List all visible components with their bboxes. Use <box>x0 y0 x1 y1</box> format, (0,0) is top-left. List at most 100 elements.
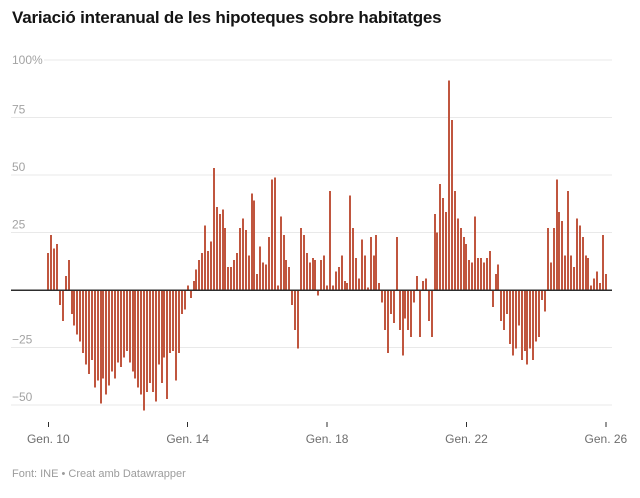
bar <box>312 257 314 290</box>
bar <box>117 291 119 363</box>
bar <box>515 291 517 349</box>
bar <box>358 278 360 290</box>
bar <box>65 276 67 290</box>
bar <box>573 267 575 290</box>
bar <box>245 230 247 290</box>
bar <box>227 267 229 290</box>
bar <box>477 257 479 290</box>
bar <box>526 291 528 365</box>
bar <box>355 257 357 290</box>
bar <box>402 291 404 356</box>
bar <box>596 271 598 290</box>
bar <box>495 273 497 290</box>
bar <box>556 179 558 290</box>
bar <box>230 267 232 290</box>
bar <box>268 237 270 290</box>
bar <box>346 283 348 290</box>
bar <box>108 291 110 386</box>
bar <box>445 211 447 290</box>
bar <box>471 262 473 290</box>
bar <box>553 227 555 290</box>
bar <box>463 237 465 290</box>
bar <box>85 291 87 365</box>
bar <box>434 214 436 290</box>
bar <box>364 255 366 290</box>
bar <box>535 291 537 342</box>
x-axis-label: Gen. 26 <box>585 432 628 446</box>
bar <box>425 278 427 290</box>
bar <box>105 291 107 395</box>
bar <box>428 291 430 321</box>
bar <box>300 227 302 290</box>
bar <box>76 291 78 335</box>
bar <box>570 255 572 290</box>
bar <box>329 191 331 290</box>
bar <box>436 232 438 290</box>
bar <box>50 234 52 290</box>
bar <box>576 218 578 290</box>
bar <box>558 211 560 290</box>
bar <box>468 260 470 290</box>
bar <box>158 291 160 365</box>
bar <box>457 218 459 290</box>
bar <box>352 227 354 290</box>
bar <box>538 291 540 337</box>
bar <box>524 291 526 351</box>
bar <box>190 291 192 298</box>
bar <box>390 291 392 314</box>
bar <box>126 291 128 351</box>
bar <box>413 291 415 303</box>
y-axis-label: −25 <box>12 333 33 347</box>
bar <box>497 264 499 290</box>
bar <box>422 280 424 290</box>
bar <box>140 291 142 395</box>
bar <box>155 291 157 402</box>
bar <box>384 291 386 331</box>
bar <box>521 291 523 360</box>
bar <box>169 291 171 354</box>
bar <box>262 262 264 290</box>
bar <box>79 291 81 342</box>
bar <box>317 291 319 296</box>
bar <box>175 291 177 381</box>
bar <box>587 257 589 290</box>
bar <box>187 285 189 290</box>
bar <box>561 221 563 290</box>
bar <box>349 195 351 290</box>
y-axis-label: −50 <box>12 390 33 404</box>
bar <box>529 291 531 349</box>
x-axis-label: Gen. 18 <box>306 432 349 446</box>
bar <box>201 253 203 290</box>
bar <box>323 255 325 290</box>
bar <box>387 291 389 354</box>
y-axis-label: 75 <box>12 103 26 117</box>
chart-title: Variació interanual de les hipoteques so… <box>12 8 442 27</box>
bar <box>306 253 308 290</box>
bar <box>544 291 546 312</box>
bar <box>161 291 163 383</box>
bar <box>367 287 369 290</box>
bar <box>492 291 494 308</box>
bar <box>407 291 409 331</box>
bar <box>239 227 241 290</box>
bar <box>172 291 174 351</box>
bar <box>62 291 64 321</box>
bar <box>419 291 421 337</box>
bar <box>181 291 183 314</box>
bar <box>399 291 401 331</box>
bar <box>132 291 134 372</box>
bar <box>210 241 212 290</box>
bar <box>163 291 165 358</box>
bar <box>509 291 511 344</box>
bar <box>474 216 476 290</box>
y-axis-label: 50 <box>12 160 26 174</box>
bar <box>47 253 49 290</box>
bar <box>454 191 456 290</box>
bar <box>53 248 55 290</box>
bar <box>512 291 514 356</box>
bar <box>271 179 273 290</box>
y-axis-label: 100% <box>12 53 43 67</box>
bar <box>198 260 200 290</box>
bar <box>224 227 226 290</box>
bar <box>314 260 316 290</box>
